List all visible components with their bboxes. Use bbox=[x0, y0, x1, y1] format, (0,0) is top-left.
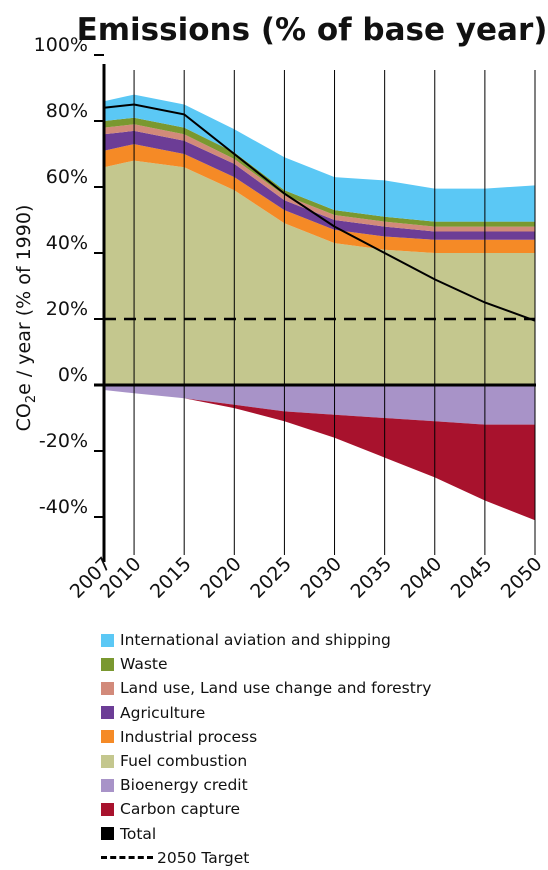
y-tick-label: -20% bbox=[39, 430, 88, 452]
line-series-group bbox=[103, 103, 536, 322]
line-total bbox=[103, 103, 536, 322]
legend-item-fuel-combustion: Fuel combustion bbox=[101, 749, 541, 773]
legend-swatch bbox=[101, 681, 114, 695]
legend-swatch bbox=[101, 856, 153, 860]
y-tick-label: 20% bbox=[46, 298, 88, 320]
legend-label: Bioenergy credit bbox=[120, 776, 248, 795]
y-tick-labels: 100% 80% 60% 40% 20% 0% -20% -40% bbox=[34, 34, 104, 518]
legend-item-waste: Waste bbox=[101, 652, 541, 676]
y-tick-label: 100% bbox=[34, 34, 88, 56]
area-agriculture bbox=[104, 130, 535, 240]
legend-label: Agriculture bbox=[120, 703, 206, 722]
axes bbox=[94, 64, 536, 562]
chart-title: Emissions (% of base year) bbox=[77, 12, 548, 48]
legend-label: Carbon capture bbox=[120, 800, 241, 819]
area-bioenergy-credit bbox=[104, 385, 535, 425]
legend-swatch bbox=[101, 802, 114, 816]
x-tick-label: 2040 bbox=[397, 553, 447, 603]
y-tick-label: 40% bbox=[46, 232, 88, 254]
area-industrial-process bbox=[104, 144, 535, 253]
legend-item-total: Total bbox=[101, 822, 541, 846]
legend-item-bioenergy-credit: Bioenergy credit bbox=[101, 773, 541, 797]
legend-label: Land use, Land use change and forestry bbox=[120, 679, 432, 698]
legend-label: Fuel combustion bbox=[120, 752, 248, 771]
y-tick-label: 80% bbox=[46, 100, 88, 122]
legend-item-2050-target: 2050 Target bbox=[101, 846, 541, 870]
x-tick-label: 2035 bbox=[346, 553, 396, 603]
area-fuel-combustion bbox=[104, 160, 535, 385]
chart-legend: International aviation and shipping Waste… bbox=[101, 628, 541, 870]
legend-item-land-use-land-use-change-and-forestry: Land use, Land use change and forestry bbox=[101, 676, 541, 700]
legend-swatch bbox=[101, 827, 114, 841]
legend-item-industrial-process: Industrial process bbox=[101, 725, 541, 749]
legend-item-carbon-capture: Carbon capture bbox=[101, 797, 541, 821]
legend-label: Waste bbox=[120, 655, 168, 674]
legend-swatch bbox=[101, 730, 114, 744]
area-international-aviation-and-shipping bbox=[104, 94, 535, 222]
legend-label: International aviation and shipping bbox=[120, 631, 391, 650]
legend-swatch bbox=[101, 633, 114, 647]
legend-label: Total bbox=[120, 824, 157, 843]
y-tick-label: 60% bbox=[46, 166, 88, 188]
x-tick-label: 2050 bbox=[497, 553, 547, 603]
legend-swatch bbox=[101, 657, 114, 671]
y-tick-label: -40% bbox=[39, 496, 88, 518]
area-series-group bbox=[104, 94, 535, 521]
y-tick-label: 0% bbox=[58, 364, 88, 386]
y-axis-label: CO2e / year (% of 1990) bbox=[13, 205, 39, 432]
area-land-use-land-use-change-and-forestry bbox=[104, 124, 535, 232]
legend-swatch bbox=[101, 706, 114, 720]
area-waste bbox=[104, 117, 535, 227]
area-carbon-capture bbox=[104, 389, 535, 521]
legend-label: 2050 Target bbox=[157, 848, 250, 867]
x-tick-label: 2020 bbox=[196, 553, 246, 603]
legend-item-international-aviation-and-shipping: International aviation and shipping bbox=[101, 628, 541, 652]
x-tick-label: 2025 bbox=[246, 553, 296, 603]
legend-item-agriculture: Agriculture bbox=[101, 701, 541, 725]
legend-swatch bbox=[101, 754, 114, 768]
x-tick-label: 2015 bbox=[146, 553, 196, 603]
x-tick-label: 2045 bbox=[447, 553, 497, 603]
legend-label: Industrial process bbox=[120, 727, 258, 746]
x-tick-label: 2030 bbox=[296, 553, 346, 603]
legend-swatch bbox=[101, 778, 114, 792]
